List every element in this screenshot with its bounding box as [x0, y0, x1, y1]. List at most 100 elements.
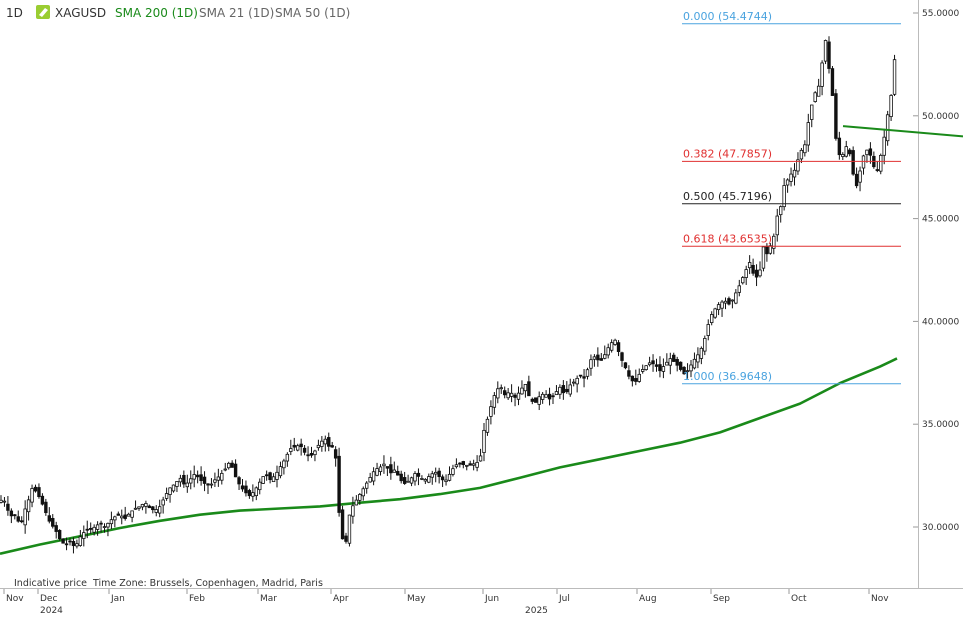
- candle-body: [6, 503, 10, 511]
- candle: [606, 343, 610, 359]
- candle: [168, 487, 172, 503]
- fib-level[interactable]: 0.382 (47.7857): [682, 147, 901, 162]
- candle-body: [233, 463, 238, 478]
- candle: [354, 495, 359, 506]
- candle: [209, 478, 214, 489]
- candle-body: [444, 479, 448, 482]
- candle: [285, 452, 290, 467]
- candle: [789, 167, 793, 187]
- x-tick-label-month: Dec: [40, 594, 57, 604]
- candle-body: [661, 366, 666, 372]
- candle-body: [496, 388, 500, 399]
- candle-body: [596, 354, 600, 361]
- candle: [772, 233, 776, 255]
- candle-body: [147, 505, 152, 509]
- candle-body: [195, 474, 200, 478]
- candle-body: [30, 488, 34, 503]
- candle: [278, 461, 283, 479]
- candle-body: [609, 342, 614, 351]
- candle: [823, 39, 828, 65]
- candle: [102, 523, 107, 533]
- candle: [651, 354, 655, 372]
- candle: [520, 380, 524, 395]
- indicator-sma200[interactable]: SMA 200 (1D): [115, 6, 198, 20]
- candle-body: [278, 466, 283, 477]
- candle: [192, 465, 196, 488]
- candle: [792, 163, 797, 186]
- candle: [16, 510, 20, 523]
- candle: [406, 474, 410, 483]
- candle-body: [834, 93, 838, 139]
- candle-body: [133, 507, 138, 510]
- candle-body: [613, 339, 617, 345]
- candle-body: [16, 516, 20, 522]
- candle-body: [606, 347, 610, 356]
- x-tick-label-month: Jan: [110, 594, 125, 604]
- candle: [54, 521, 58, 539]
- candle-body: [720, 301, 724, 309]
- candle: [68, 537, 72, 546]
- symbol-label[interactable]: XAGUSD: [55, 6, 106, 20]
- candle-body: [502, 390, 507, 396]
- candle: [620, 351, 624, 367]
- candle-body: [220, 472, 224, 481]
- candle-body: [651, 360, 655, 365]
- indicator-sma21[interactable]: SMA 21 (1D): [199, 6, 274, 20]
- fib-level[interactable]: 0.500 (45.7196): [682, 190, 901, 205]
- candle-body: [178, 477, 183, 483]
- candle: [396, 465, 400, 476]
- candle-body: [675, 359, 679, 366]
- candle-body: [268, 472, 272, 481]
- candle-body: [513, 394, 517, 398]
- candle-body: [499, 387, 503, 390]
- candle-body: [858, 170, 862, 183]
- candle: [292, 437, 296, 451]
- x-tick-label-month: Jun: [484, 594, 499, 604]
- indicator-sma50[interactable]: SMA 50 (1D): [275, 6, 350, 20]
- x-tick-label-month: Jul: [558, 594, 570, 604]
- trendline[interactable]: [842, 125, 963, 138]
- candle-body: [737, 285, 741, 293]
- candle-body: [113, 516, 117, 521]
- candle-body: [358, 494, 362, 501]
- fib-level[interactable]: 1.000 (36.9648): [682, 370, 901, 385]
- candle-body: [527, 381, 531, 397]
- candle-body: [40, 495, 45, 505]
- candle: [116, 511, 120, 516]
- candle: [154, 505, 158, 517]
- candle-body: [230, 462, 234, 468]
- timeframe-label[interactable]: 1D: [6, 6, 23, 20]
- candle-body: [354, 499, 359, 506]
- candle-body: [382, 463, 386, 467]
- candle: [399, 470, 403, 484]
- candle: [471, 459, 476, 471]
- candle-body: [61, 538, 65, 544]
- candle-body: [275, 471, 279, 480]
- candle: [85, 520, 89, 539]
- candle-body: [82, 532, 86, 539]
- candle: [220, 469, 224, 485]
- fib-label: 0.500 (45.7196): [683, 190, 772, 203]
- candle: [816, 78, 821, 97]
- candle-body: [492, 395, 497, 408]
- candle: [289, 439, 293, 456]
- fib-level[interactable]: 0.618 (43.6535): [682, 232, 901, 247]
- x-tick-label-month: Nov: [6, 594, 24, 604]
- candle: [509, 384, 514, 403]
- candle-body: [582, 376, 586, 379]
- candle: [568, 378, 572, 397]
- candle: [489, 400, 493, 425]
- candle-body: [796, 159, 800, 172]
- candle-body: [323, 438, 327, 445]
- candle-body: [785, 179, 790, 186]
- fib-level[interactable]: 0.000 (54.4744): [682, 10, 901, 25]
- candle-body: [75, 543, 79, 547]
- candle-body: [19, 520, 24, 523]
- candle-body: [751, 264, 755, 274]
- candle-body: [468, 463, 472, 466]
- candle-body: [237, 477, 241, 485]
- x-tick-label-year: 2025: [525, 606, 548, 616]
- candle: [226, 461, 231, 470]
